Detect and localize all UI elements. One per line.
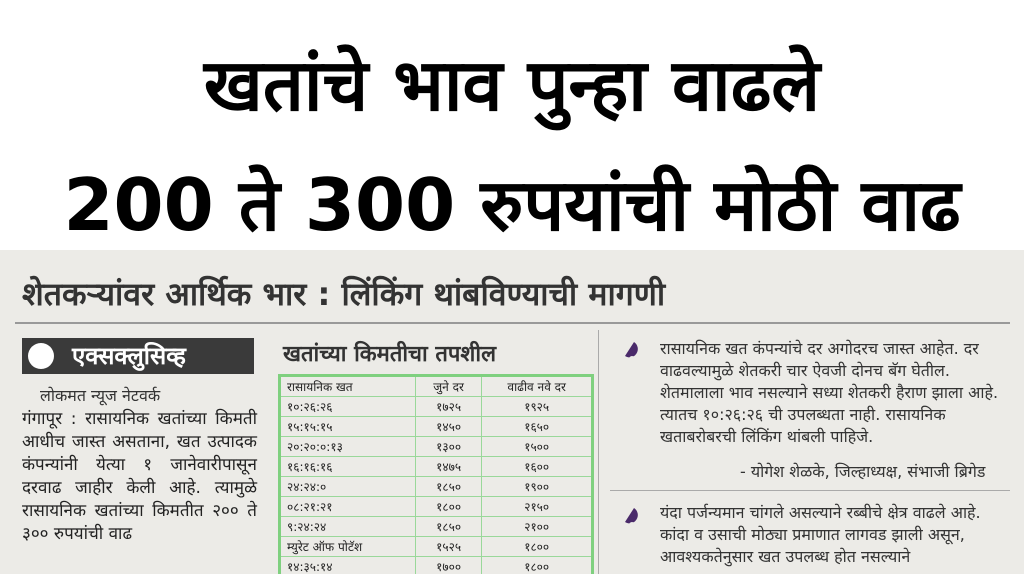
table-cell: १५२५ xyxy=(414,536,483,557)
quote-attribution: - योगेश शेळके, जिल्हाध्यक्ष, संभाजी ब्रि… xyxy=(740,462,986,481)
table-row: १०:२६:२६ १७२५ १९२५ xyxy=(279,396,593,417)
badge: एक्सक्लुसिव्ह xyxy=(22,338,254,374)
headline-line: खतांचे भाव पुन्हा वाढले xyxy=(203,43,821,127)
table-cell: १९२५ xyxy=(481,396,593,417)
table-title: खतांच्या किमतीचा तपशील xyxy=(283,342,496,367)
table-row: ०८:२१:२१ १८०० २१५० xyxy=(279,496,593,517)
article-body: गंगापूर : रासायनिक खतांच्या किमती आधीच ज… xyxy=(22,409,257,544)
table-cell: १८०० xyxy=(481,536,593,557)
quote: रासायनिक खत कंपन्यांचे दर अगोदरच जास्त आ… xyxy=(660,339,999,446)
table-row: २०:२०:०:१३ १३०० १५०० xyxy=(279,436,593,457)
headline-line: 200 ते 300 रुपयांची मोठी वाढ xyxy=(63,163,961,247)
table-header-cell: जुने दर xyxy=(414,375,483,397)
table-cell: २०:२०:०:१३ xyxy=(279,436,416,457)
table-row: ९:२४:२४ १८५० २१०० xyxy=(279,516,593,537)
table-row: २४:२४:० १८५० १९०० xyxy=(279,476,593,497)
quote: यंदा पर्जन्यमान चांगले असल्याने रब्बीचे … xyxy=(660,503,981,566)
badge-icon xyxy=(28,343,54,369)
table-cell: १८०० xyxy=(481,556,593,574)
table-cell: २१०० xyxy=(481,516,593,537)
table-cell: १४७५ xyxy=(414,456,483,477)
table-cell: १७२५ xyxy=(414,396,483,417)
subheadline: शेतकऱ्यांवर आर्थिक भार : लिंकिंग थांबविण… xyxy=(22,275,666,313)
table-cell: ९:२४:२४ xyxy=(279,516,416,537)
table-cell: १६५० xyxy=(481,416,593,437)
table-cell: १६०० xyxy=(481,456,593,477)
price-table: रासायनिक खत जुने दर वाढीव नवे दर १०:२६:२६ १७… xyxy=(278,374,594,574)
divider xyxy=(598,330,599,574)
table-cell: १८०० xyxy=(414,496,483,517)
table-cell: १५:१५:१५ xyxy=(279,416,416,437)
table-cell: २४:२४:० xyxy=(279,476,416,497)
quote-icon xyxy=(625,342,638,362)
table-cell: १३०० xyxy=(414,436,483,457)
table-cell: १५०० xyxy=(481,436,593,457)
table-cell: म्युरेट ऑफ पोटॅश xyxy=(279,536,416,557)
divider xyxy=(610,490,1010,491)
table-row: म्युरेट ऑफ पोटॅश १५२५ १८०० xyxy=(279,536,593,557)
table-cell: १८५० xyxy=(414,476,483,497)
table-row: १५:१५:१५ १४५० १६५० xyxy=(279,416,593,437)
table-row: १६:१६:१६ १४७५ १६०० xyxy=(279,456,593,477)
divider xyxy=(15,322,1010,324)
table-cell: १९०० xyxy=(481,476,593,497)
table-header-row: रासायनिक खत जुने दर वाढीव नवे दर xyxy=(279,375,593,397)
table-header-cell: रासायनिक खत xyxy=(279,375,416,397)
table-cell: १४५० xyxy=(414,416,483,437)
table-cell: १४:३५:१४ xyxy=(279,556,416,574)
table-cell: १७०० xyxy=(414,556,483,574)
quote-icon xyxy=(625,508,638,528)
table-cell: १८५० xyxy=(414,516,483,537)
newspaper-clip: शेतकऱ्यांवर आर्थिक भार : लिंकिंग थांबविण… xyxy=(0,250,1024,574)
table-cell: ०८:२१:२१ xyxy=(279,496,416,517)
table-cell: २१५० xyxy=(481,496,593,517)
table-cell: १०:२६:२६ xyxy=(279,396,416,417)
table-header-cell: वाढीव नवे दर xyxy=(481,375,593,397)
badge-text: एक्सक्लुसिव्ह xyxy=(72,342,186,370)
byline: लोकमत न्यूज नेटवर्क xyxy=(40,386,161,405)
table-row: १४:३५:१४ १७०० १८०० xyxy=(279,556,593,574)
headline-area: खतांचे भाव पुन्हा वाढले 200 ते 300 रुपया… xyxy=(0,0,1024,248)
table-cell: १६:१६:१६ xyxy=(279,456,416,477)
